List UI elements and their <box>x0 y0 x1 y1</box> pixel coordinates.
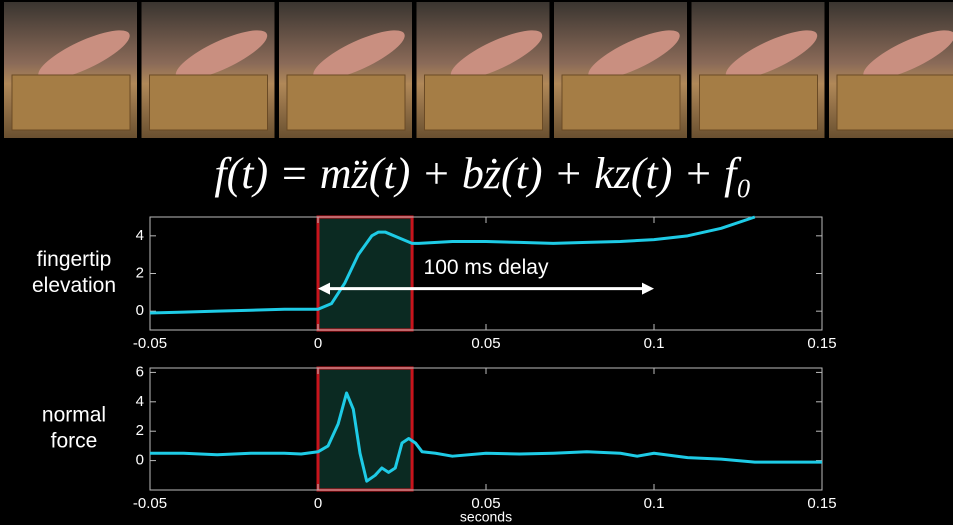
y-tick-label: 0 <box>136 452 144 469</box>
y-tick-label: 0 <box>136 302 144 319</box>
highlight-window <box>316 215 414 332</box>
x-tick-label: 0.05 <box>471 495 500 512</box>
y-axis-label: fingertip <box>37 248 112 271</box>
finger <box>725 30 818 80</box>
x-tick-label: -0.05 <box>133 495 167 512</box>
x-tick-label: 0.15 <box>807 495 836 512</box>
y-tick-label: 2 <box>136 264 144 281</box>
x-tick-label: 0.05 <box>471 335 500 352</box>
x-axis-label: seconds <box>460 509 512 525</box>
x-tick-label: 0.15 <box>807 335 836 352</box>
y-tick-label: 4 <box>136 227 144 244</box>
x-tick-label: 0 <box>314 495 322 512</box>
device <box>149 74 268 131</box>
finger <box>450 30 543 80</box>
y-axis-label: normal <box>42 404 106 427</box>
finger <box>863 30 953 80</box>
x-tick-label: 0.1 <box>644 335 665 352</box>
annotation: 100 ms delay <box>424 256 549 279</box>
finger <box>38 30 130 80</box>
x-tick-label: -0.05 <box>133 335 167 352</box>
device <box>699 74 818 131</box>
device <box>286 74 406 131</box>
data-line <box>149 215 756 315</box>
y-axis-label: force <box>51 430 98 453</box>
arrow-head <box>642 282 654 295</box>
data-line <box>150 391 822 483</box>
finger <box>175 30 268 80</box>
arrow-head <box>318 282 330 295</box>
device <box>561 74 681 131</box>
y-tick-label: 2 <box>136 422 144 439</box>
device <box>836 74 953 131</box>
device <box>11 74 131 131</box>
y-tick-label: 6 <box>136 363 144 380</box>
y-tick-label: 4 <box>136 393 144 410</box>
x-tick-label: 0 <box>314 335 322 352</box>
x-tick-label: 0.1 <box>644 495 665 512</box>
finger <box>313 30 405 80</box>
equation: f(t) = mz̈(t) + bż(t) + kz(t) + f₀ <box>214 149 751 198</box>
finger <box>588 30 680 80</box>
y-axis-label: elevation <box>32 274 116 297</box>
device <box>424 74 543 131</box>
